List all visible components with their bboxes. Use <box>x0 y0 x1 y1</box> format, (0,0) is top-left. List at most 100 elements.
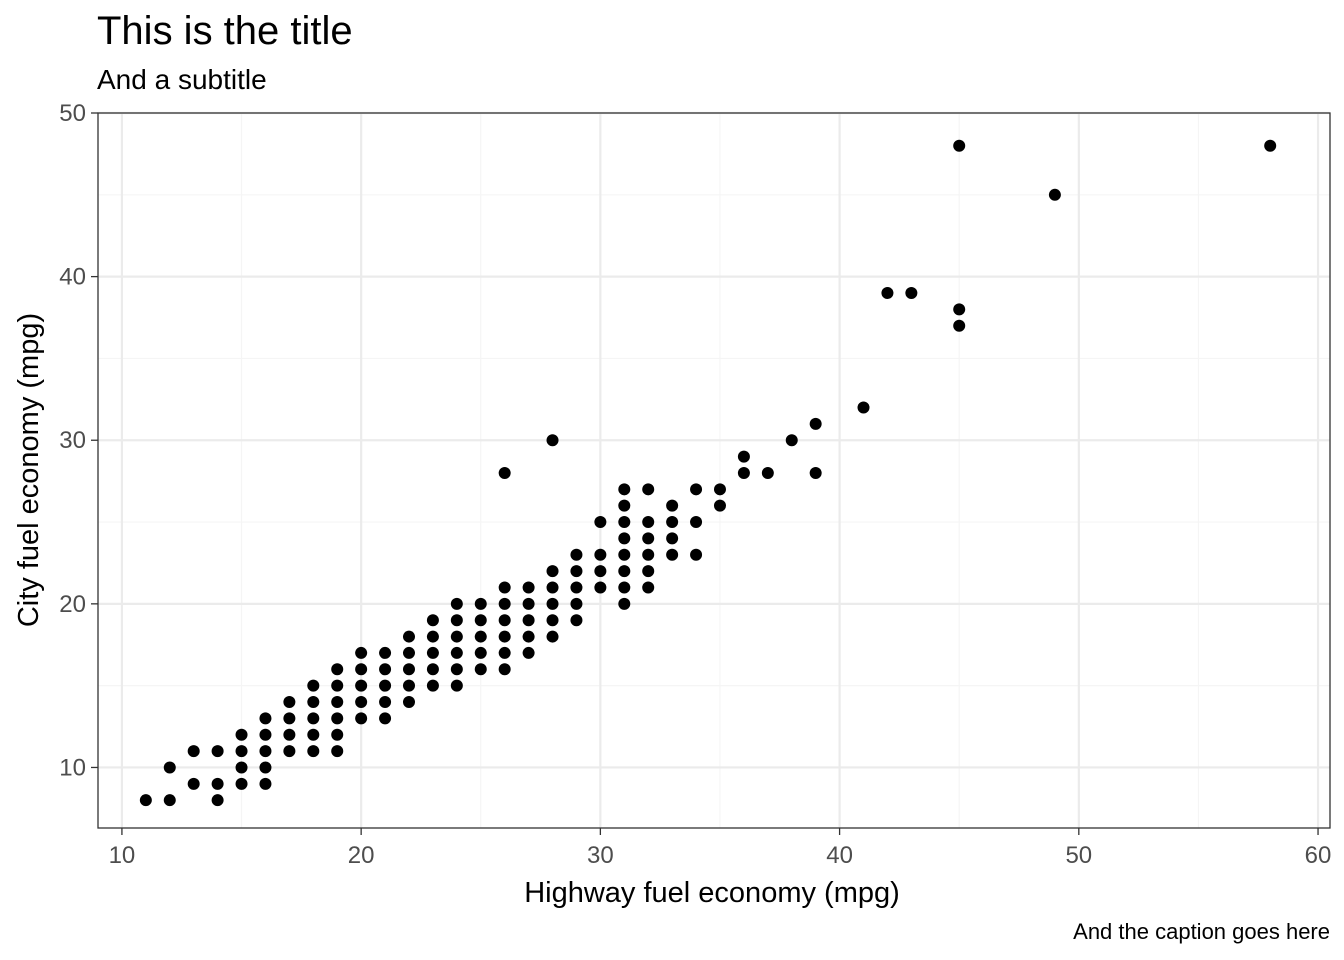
data-point <box>594 548 607 561</box>
x-tick-label: 30 <box>587 842 614 869</box>
y-tick-label: 30 <box>59 427 86 454</box>
axes: 10 20 30 40 50 60 10 20 30 40 50 <box>59 100 1331 869</box>
x-tick-label: 50 <box>1065 842 1092 869</box>
x-tick-label: 10 <box>109 842 136 869</box>
data-point <box>259 712 272 725</box>
data-point <box>522 581 535 594</box>
chart-subtitle: And a subtitle <box>97 64 267 95</box>
data-point <box>546 565 559 578</box>
data-point <box>307 679 320 692</box>
y-axis-label: City fuel economy (mpg) <box>13 313 45 627</box>
data-point <box>426 614 439 627</box>
data-point <box>307 712 320 725</box>
data-point <box>642 483 655 496</box>
data-point <box>163 761 176 774</box>
data-point <box>379 646 392 659</box>
data-point <box>642 565 655 578</box>
x-tick-label: 60 <box>1305 842 1332 869</box>
data-point <box>259 777 272 790</box>
data-point <box>235 777 248 790</box>
data-point <box>331 679 344 692</box>
data-point <box>809 466 822 479</box>
data-point <box>139 794 152 807</box>
data-point <box>474 646 487 659</box>
data-point <box>737 450 750 463</box>
data-point <box>857 401 870 414</box>
data-point <box>498 630 511 643</box>
panel-border <box>97 112 1331 829</box>
data-point <box>355 712 368 725</box>
data-point <box>379 679 392 692</box>
data-point <box>450 614 463 627</box>
data-point <box>761 466 774 479</box>
y-tick-label: 50 <box>59 100 86 127</box>
y-tick-label: 10 <box>59 754 86 781</box>
data-point <box>570 581 583 594</box>
data-point <box>355 679 368 692</box>
data-point <box>402 646 415 659</box>
data-point <box>331 696 344 709</box>
data-point <box>546 630 559 643</box>
data-point <box>522 646 535 659</box>
data-point <box>1264 139 1277 152</box>
chart-caption: And the caption goes here <box>1073 919 1330 944</box>
data-point <box>618 516 631 529</box>
data-point <box>618 548 631 561</box>
data-point <box>570 597 583 610</box>
data-point <box>259 761 272 774</box>
data-point <box>211 745 224 758</box>
data-point <box>713 499 726 512</box>
data-point <box>211 777 224 790</box>
data-point <box>666 499 679 512</box>
data-point <box>474 630 487 643</box>
data-point <box>666 548 679 561</box>
data-point <box>402 630 415 643</box>
data-point <box>618 532 631 545</box>
data-point <box>546 581 559 594</box>
data-point <box>690 516 703 529</box>
data-point <box>905 286 918 299</box>
x-axis-label: Highway fuel economy (mpg) <box>524 877 900 909</box>
data-point <box>474 663 487 676</box>
data-point <box>546 434 559 447</box>
data-point <box>642 532 655 545</box>
data-point <box>474 614 487 627</box>
data-point <box>187 777 200 790</box>
data-point <box>594 565 607 578</box>
data-point <box>402 663 415 676</box>
data-point <box>594 581 607 594</box>
data-point <box>426 679 439 692</box>
data-point <box>690 548 703 561</box>
data-point <box>666 516 679 529</box>
chart-title: This is the title <box>97 9 353 53</box>
data-point <box>331 745 344 758</box>
data-point <box>379 712 392 725</box>
data-point <box>498 646 511 659</box>
data-point <box>355 696 368 709</box>
data-point <box>402 679 415 692</box>
data-point <box>737 466 750 479</box>
data-point <box>570 565 583 578</box>
data-point <box>498 614 511 627</box>
data-point <box>283 696 296 709</box>
data-point <box>546 597 559 610</box>
data-point <box>953 319 966 332</box>
data-point <box>785 434 798 447</box>
data-point <box>379 696 392 709</box>
data-point <box>235 761 248 774</box>
data-point <box>283 745 296 758</box>
data-point <box>450 597 463 610</box>
data-point <box>522 597 535 610</box>
data-point <box>450 663 463 676</box>
data-point <box>331 663 344 676</box>
data-point <box>642 516 655 529</box>
data-point <box>809 417 822 430</box>
data-point <box>331 728 344 741</box>
data-point <box>307 696 320 709</box>
data-point <box>474 597 487 610</box>
data-point <box>450 679 463 692</box>
data-point <box>713 483 726 496</box>
data-point <box>163 794 176 807</box>
grid <box>98 111 1330 828</box>
data-point <box>498 466 511 479</box>
